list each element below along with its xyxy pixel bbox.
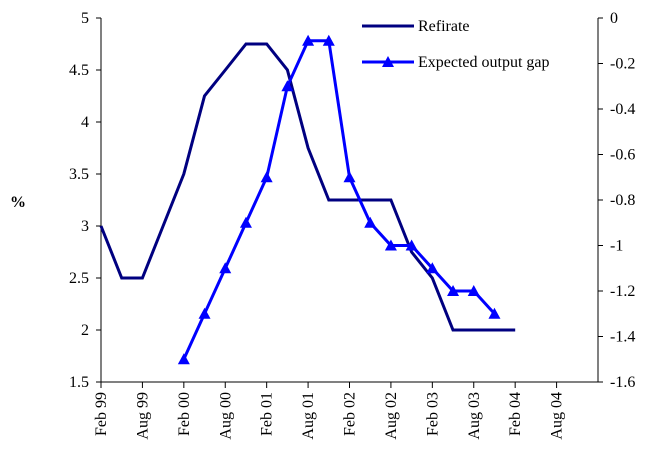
- series-1: [177, 34, 501, 365]
- data-point: [177, 353, 190, 365]
- x-tick-label: Feb 00: [176, 392, 193, 436]
- data-point: [384, 239, 397, 251]
- x-tick-label: Aug 04: [549, 392, 566, 440]
- y-left-tick-label: 5: [81, 10, 89, 27]
- y-left-tick-label: 3.5: [69, 166, 89, 183]
- data-point: [467, 285, 480, 296]
- legend-marker: [382, 56, 394, 67]
- series-line: [99, 42, 516, 332]
- data-point: [322, 34, 335, 46]
- data-point: [302, 34, 315, 46]
- y-right-tick-label: -0.8: [610, 192, 635, 209]
- y-right-tick-label: -0.6: [610, 147, 635, 164]
- x-tick-label: Feb 99: [93, 392, 110, 436]
- data-point: [447, 285, 460, 296]
- y-left-tick-label: 4.5: [69, 62, 89, 79]
- data-point: [405, 239, 418, 251]
- y-right-tick-label: -1: [610, 238, 623, 255]
- data-point: [488, 307, 501, 319]
- x-tick-label: Feb 01: [259, 392, 276, 436]
- y-left-tick-label: 2.5: [69, 270, 89, 287]
- x-tick-label: Aug 03: [466, 392, 483, 440]
- data-point: [426, 262, 439, 274]
- x-tick-label: Feb 02: [342, 392, 359, 436]
- x-tick-label: Aug 00: [217, 392, 234, 440]
- x-tick-label: Feb 04: [507, 392, 524, 436]
- data-point: [260, 171, 273, 183]
- data-point: [239, 216, 252, 228]
- y-left-tick-label: 3: [81, 218, 89, 235]
- y-left-tick-label: 1.5: [69, 374, 89, 391]
- data-point: [219, 262, 232, 274]
- series-line: [182, 39, 496, 360]
- series-0: [99, 42, 516, 332]
- y-right-tick-label: -1.2: [610, 283, 635, 300]
- y-right-tick-label: -0.2: [610, 56, 635, 73]
- x-tick-label: Aug 99: [134, 392, 151, 440]
- data-point: [281, 80, 294, 92]
- y-left-tick-label: 2: [81, 322, 89, 339]
- y-left-tick-label: 4: [81, 114, 89, 131]
- y-axis-label: %: [10, 194, 26, 211]
- legend-label: Refirate: [418, 18, 470, 35]
- data-point: [343, 171, 356, 183]
- x-tick-label: Feb 03: [424, 392, 441, 436]
- x-tick-label: Aug 01: [300, 392, 317, 440]
- legend: Refirate Expected output gap: [362, 18, 550, 71]
- axes: 1.5 2 2.5 3 3.5 4 4.5 5 -1.6 -1.4 -1.2 -1 -0.8 -0.6 -0…: [69, 10, 635, 440]
- y-right-tick-label: 0: [610, 10, 618, 27]
- legend-label: Expected output gap: [418, 54, 550, 71]
- x-tick-label: Aug 02: [383, 392, 400, 440]
- series-layer: [99, 34, 516, 365]
- y-right-tick-label: -1.6: [610, 374, 635, 391]
- data-point: [198, 307, 211, 319]
- y-right-tick-label: -0.4: [610, 101, 635, 118]
- data-point: [364, 216, 377, 228]
- y-right-tick-label: -1.4: [610, 329, 635, 346]
